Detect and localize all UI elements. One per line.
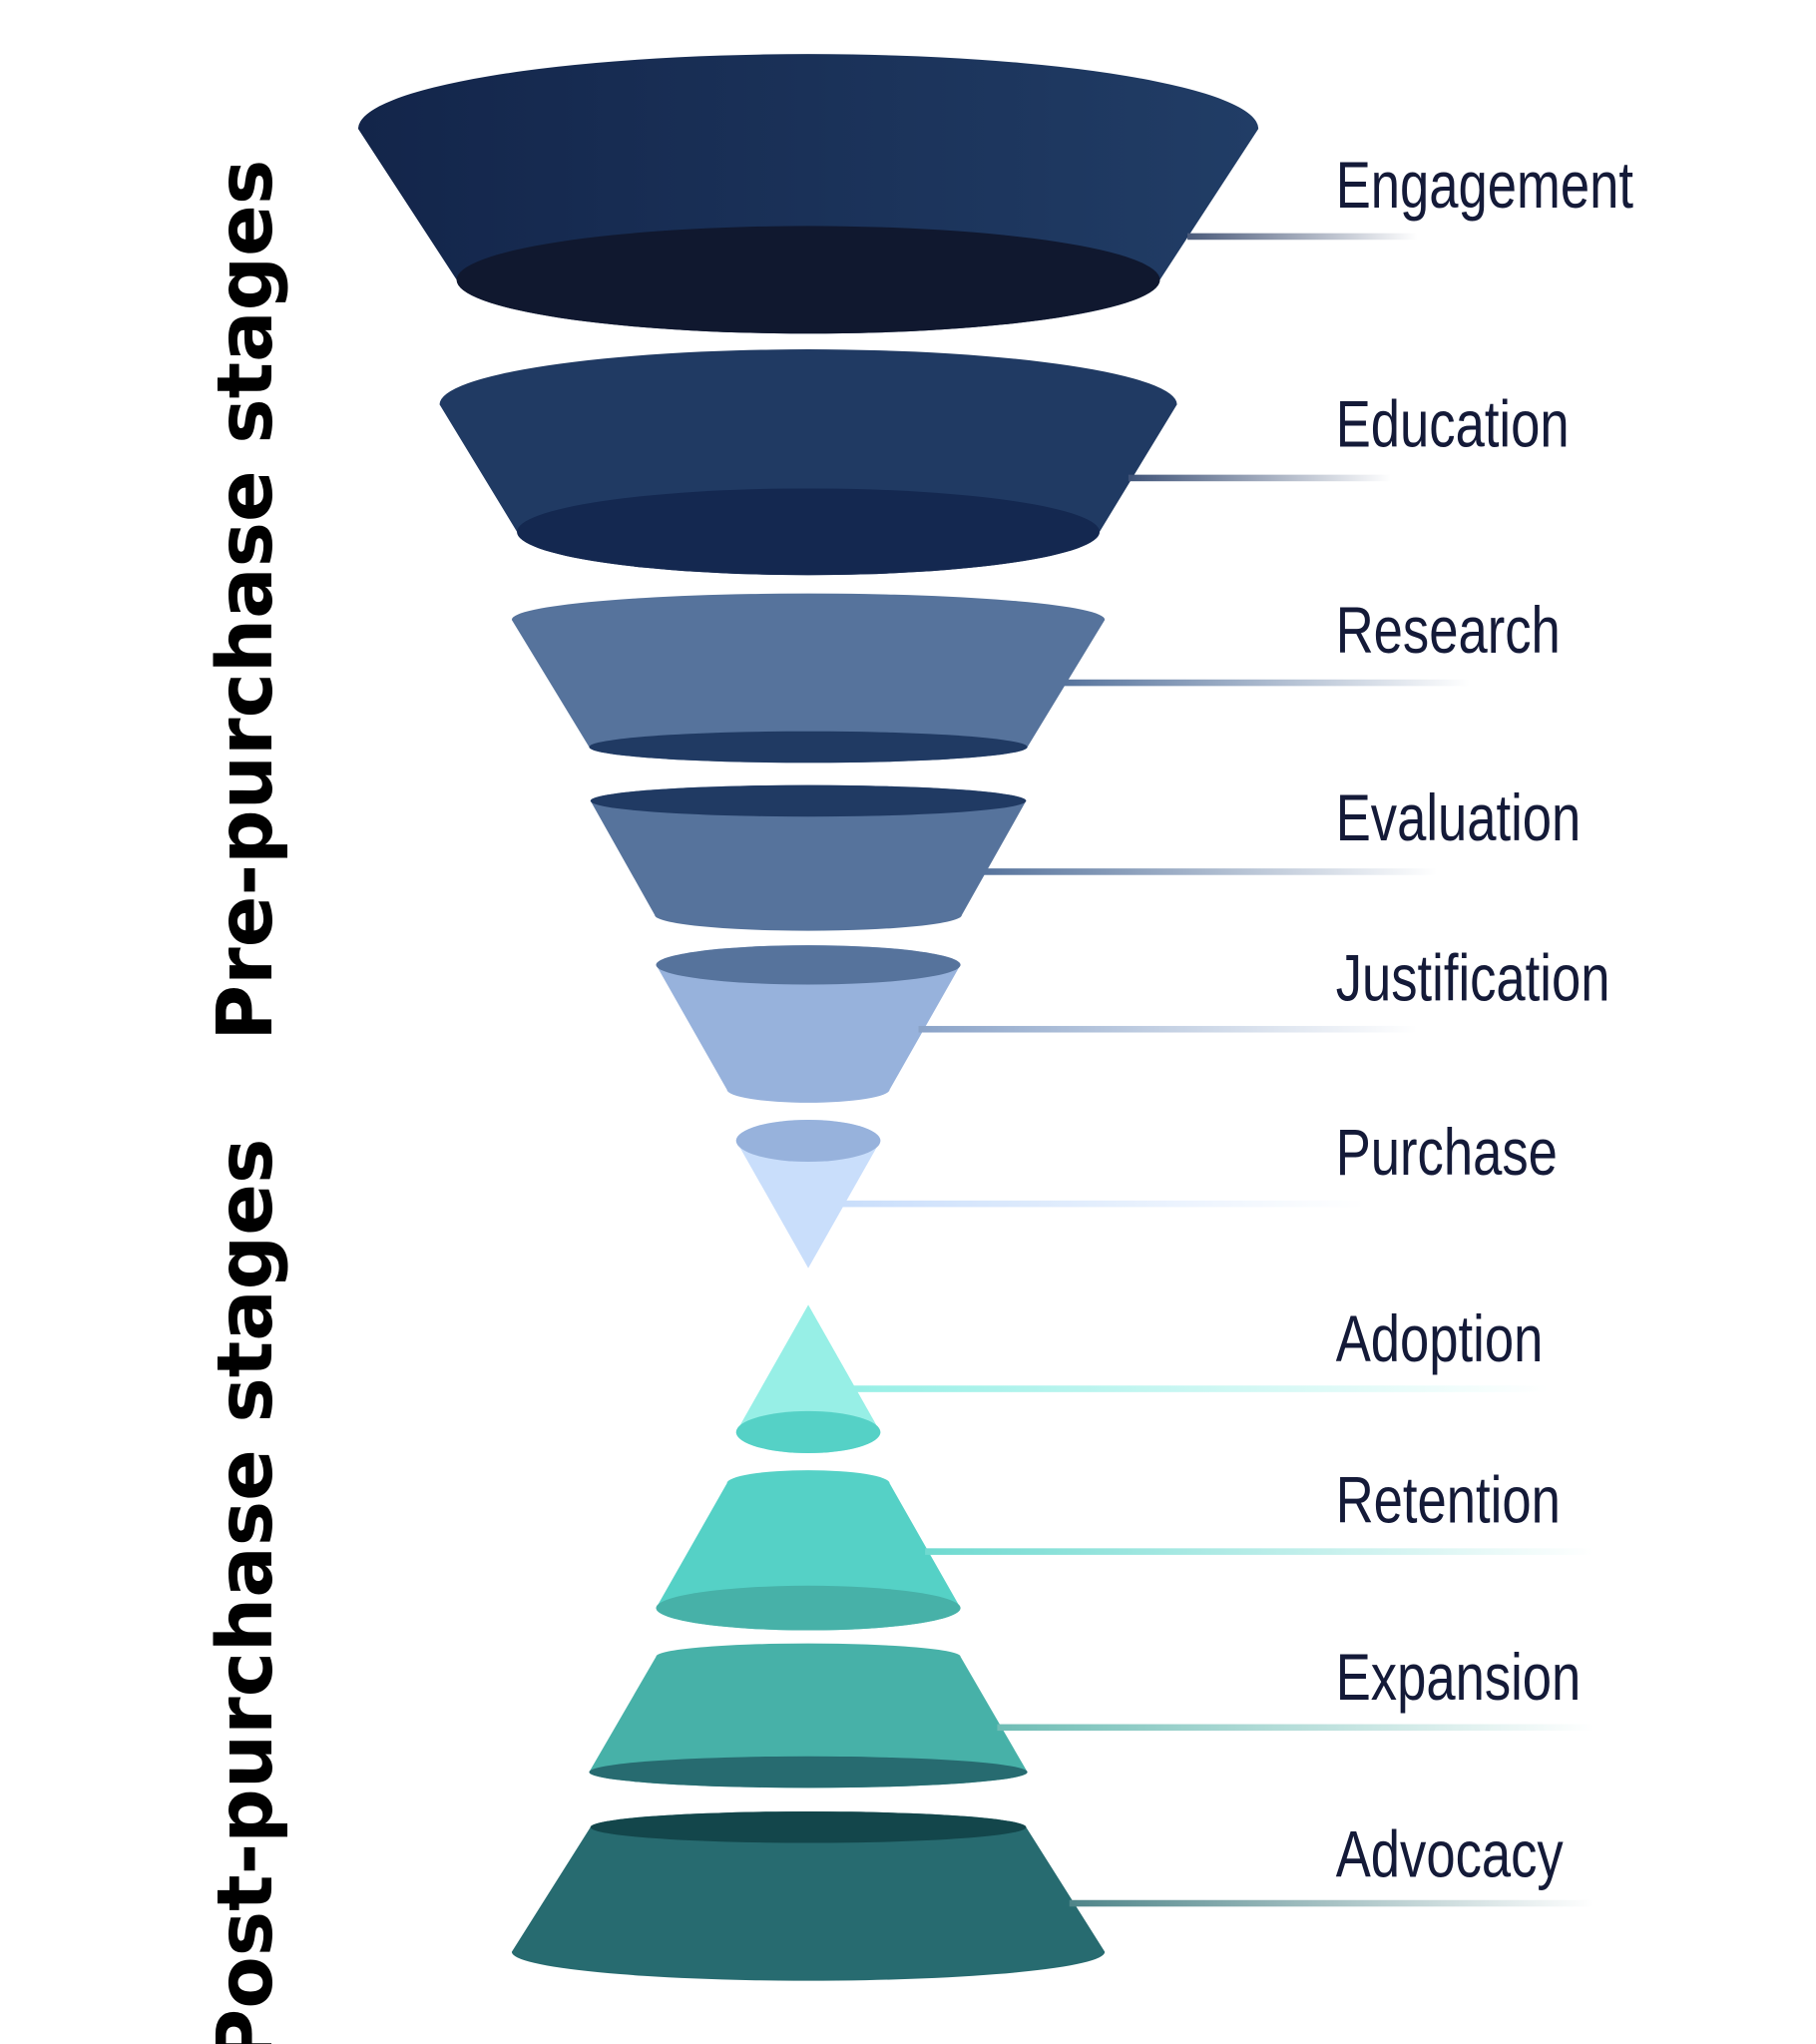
segment-face bbox=[735, 1410, 881, 1453]
segment-face bbox=[590, 784, 1027, 817]
stage-label-purchase: Purchase bbox=[1336, 1116, 1558, 1190]
stage-label-adoption: Adoption bbox=[1336, 1301, 1544, 1375]
segment-body bbox=[590, 784, 1027, 931]
segment-face bbox=[456, 226, 1160, 334]
segment-face bbox=[590, 1810, 1027, 1843]
funnel-segment-expansion bbox=[589, 1643, 1028, 1788]
leader-line-justification bbox=[918, 1025, 1418, 1033]
segment-face bbox=[656, 945, 961, 985]
segment-body bbox=[511, 1810, 1106, 1981]
stage-label-advocacy: Advocacy bbox=[1336, 1817, 1564, 1891]
funnel-segment-engagement bbox=[358, 54, 1259, 334]
stage-label-justification: Justification bbox=[1336, 941, 1610, 1015]
post-purchase-group-label: Post-purchase stages bbox=[201, 1139, 289, 2044]
stage-label-evaluation: Evaluation bbox=[1336, 780, 1582, 854]
funnel-segment-purchase bbox=[735, 1119, 881, 1269]
leader-line-purchase bbox=[839, 1200, 1365, 1208]
leader-line-education bbox=[1128, 474, 1391, 482]
segment-face bbox=[517, 488, 1100, 576]
funnel-segments bbox=[358, 54, 1259, 1981]
segment-face bbox=[656, 1585, 961, 1631]
funnel-segment-evaluation bbox=[590, 784, 1027, 931]
stage-label-retention: Retention bbox=[1336, 1463, 1561, 1537]
segment-face bbox=[589, 731, 1028, 764]
leader-line-expansion bbox=[997, 1724, 1594, 1732]
leader-line-retention bbox=[925, 1548, 1594, 1555]
funnel-segment-retention bbox=[656, 1470, 961, 1631]
segment-face bbox=[735, 1119, 881, 1163]
segment-face bbox=[589, 1756, 1028, 1788]
leader-line-evaluation bbox=[984, 868, 1437, 875]
stage-label-education: Education bbox=[1336, 387, 1570, 461]
stage-label-research: Research bbox=[1336, 593, 1561, 667]
segment-body bbox=[589, 1643, 1028, 1788]
funnel-segment-education bbox=[439, 349, 1177, 576]
stage-label-engagement: Engagement bbox=[1336, 148, 1634, 222]
stage-label-expansion: Expansion bbox=[1336, 1641, 1582, 1715]
leader-line-engagement bbox=[1187, 233, 1418, 241]
pre-purchase-group-label: Pre-purchase stages bbox=[201, 160, 289, 1041]
leader-lines bbox=[839, 233, 1594, 1907]
segment-body bbox=[511, 593, 1106, 764]
segment-body bbox=[656, 945, 961, 1103]
funnel-segment-advocacy bbox=[511, 1810, 1106, 1981]
leader-line-adoption bbox=[852, 1385, 1549, 1392]
funnel-segment-justification bbox=[656, 945, 961, 1103]
leader-line-research bbox=[1063, 679, 1470, 687]
funnel-segment-research bbox=[511, 593, 1106, 764]
leader-line-advocacy bbox=[1069, 1899, 1594, 1907]
funnel-segment-adoption bbox=[735, 1304, 881, 1453]
stage-labels: Engagement Education Research Evaluation Jus… bbox=[1336, 148, 1634, 1891]
